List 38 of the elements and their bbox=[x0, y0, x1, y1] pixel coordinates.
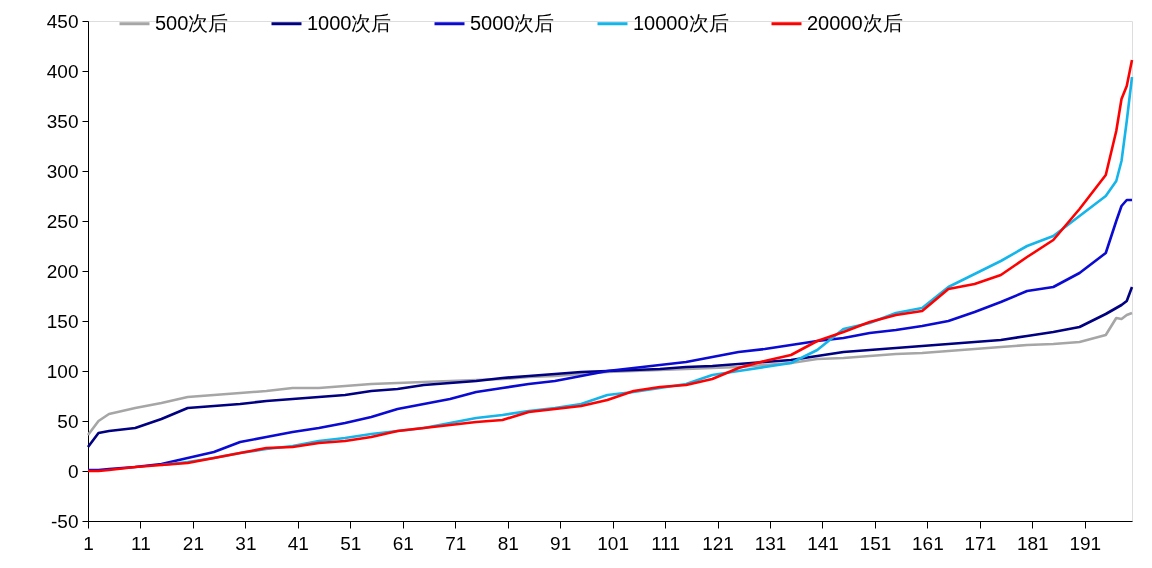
y-tick-label: 350 bbox=[46, 110, 79, 132]
y-tick-label: 0 bbox=[67, 460, 79, 482]
x-tick-label: 151 bbox=[859, 532, 892, 554]
x-tick-label: 81 bbox=[497, 532, 519, 554]
x-tick-label: 1 bbox=[83, 532, 94, 554]
x-tick-label: 121 bbox=[702, 532, 734, 554]
legend-label: 10000次后 bbox=[633, 11, 729, 34]
x-tick-label: 131 bbox=[754, 532, 787, 554]
x-tick-label: 181 bbox=[1016, 532, 1049, 554]
y-tick-label: 300 bbox=[46, 160, 79, 182]
line-series bbox=[86, 198, 1134, 472]
legend-label: 500次后 bbox=[155, 11, 229, 34]
legend-label: 1000次后 bbox=[307, 11, 392, 34]
x-tick-label: 31 bbox=[235, 532, 257, 554]
x-tick-label: 191 bbox=[1069, 532, 1102, 554]
y-tick-label: 200 bbox=[46, 260, 79, 282]
x-tick-label: 141 bbox=[807, 532, 839, 554]
y-tick-label: 100 bbox=[46, 360, 79, 382]
y-tick-label: 400 bbox=[46, 60, 79, 82]
x-tick-label: 161 bbox=[912, 532, 944, 554]
x-tick-label: 101 bbox=[597, 532, 629, 554]
x-tick-label: 51 bbox=[340, 532, 362, 554]
x-tick-label: 61 bbox=[392, 532, 414, 554]
y-tick-label: 250 bbox=[46, 210, 79, 232]
x-tick-label: 111 bbox=[651, 532, 681, 554]
y-tick-label: 50 bbox=[57, 410, 79, 432]
x-tick-label: 11 bbox=[131, 532, 151, 554]
x-tick-label: 21 bbox=[182, 532, 204, 554]
legend-label: 5000次后 bbox=[470, 11, 555, 34]
legend-label: 20000次后 bbox=[807, 11, 903, 34]
x-tick-label: 41 bbox=[287, 532, 309, 554]
x-tick-label: 171 bbox=[964, 532, 997, 554]
y-tick-label: 450 bbox=[46, 10, 79, 32]
y-tick-label: -50 bbox=[51, 510, 79, 532]
line-series bbox=[86, 285, 1134, 449]
x-tick-label: 71 bbox=[445, 532, 467, 554]
y-tick-label: 150 bbox=[46, 310, 79, 332]
x-tick-label: 91 bbox=[550, 532, 572, 554]
